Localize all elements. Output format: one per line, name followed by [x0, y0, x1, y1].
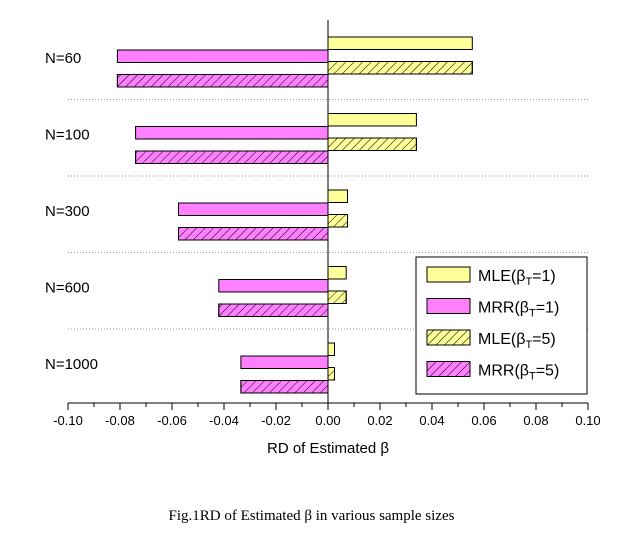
bar: [135, 126, 329, 140]
bar-chart: N=60 N=100 N=300 N=600 N=1000 -0.10 -0.08 -0.0…: [45, 20, 601, 457]
bar: [327, 189, 348, 203]
legend: MLE(βT=1) MRR(βT=1) MLE(βT=5) MRR(βT=5): [415, 256, 588, 395]
bar: [327, 113, 417, 127]
x-tick-label: 0.02: [367, 413, 392, 428]
legend-label: MRR(βT=5): [478, 363, 559, 383]
bar: [218, 279, 329, 293]
x-tick-label: 0.06: [471, 413, 496, 428]
x-tick-label: 0.08: [523, 413, 548, 428]
category-labels: N=60 N=100 N=300 N=600 N=1000: [45, 50, 98, 373]
bar: [327, 266, 347, 280]
legend-label: MLE(βT=1): [478, 268, 556, 288]
category-label: N=600: [45, 280, 90, 297]
bar-hatch: [135, 150, 329, 164]
x-tick-label: -0.08: [105, 413, 135, 428]
category-label: N=1000: [45, 356, 98, 373]
legend-label: MRR(βT=1): [478, 300, 559, 320]
bar: [178, 202, 329, 216]
bar-hatch: [327, 137, 417, 151]
x-tick-label: -0.06: [157, 413, 187, 428]
category-label: N=300: [45, 203, 90, 220]
bars: [116, 36, 473, 394]
bar: [327, 342, 335, 356]
bar: [327, 36, 473, 50]
bar-hatch: [178, 227, 329, 241]
bar-hatch: [218, 303, 329, 317]
bar-hatch: [327, 214, 348, 228]
legend-swatch: [426, 298, 471, 314]
legend-swatch-hatch: [426, 329, 471, 346]
x-tick-label: 0.04: [419, 413, 444, 428]
x-tick-label: -0.02: [261, 413, 291, 428]
bar: [116, 49, 329, 63]
legend-swatch: [426, 266, 471, 283]
x-tick-label: -0.10: [53, 413, 83, 428]
figure-caption: Fig.1RD of Estimated β in various sample…: [168, 508, 455, 524]
x-tick-label: -0.04: [209, 413, 239, 428]
bar-hatch: [327, 367, 335, 381]
legend-swatch-hatch: [426, 361, 471, 377]
x-tick-label: 0.10: [575, 413, 600, 428]
legend-label: MLE(βT=5): [478, 331, 556, 351]
category-label: N=60: [45, 50, 81, 67]
category-label: N=100: [45, 127, 90, 144]
x-axis-label: RD of Estimated β: [267, 440, 389, 457]
bar: [240, 355, 329, 369]
x-axis: -0.10 -0.08 -0.06 -0.04 -0.02 0.00 0.02 0.04 0.0…: [53, 20, 601, 428]
bar-hatch: [240, 380, 329, 394]
bar-hatch: [327, 290, 347, 304]
bar-hatch: [327, 61, 473, 75]
x-tick-label: 0.00: [315, 413, 340, 428]
bar-hatch: [116, 74, 329, 88]
